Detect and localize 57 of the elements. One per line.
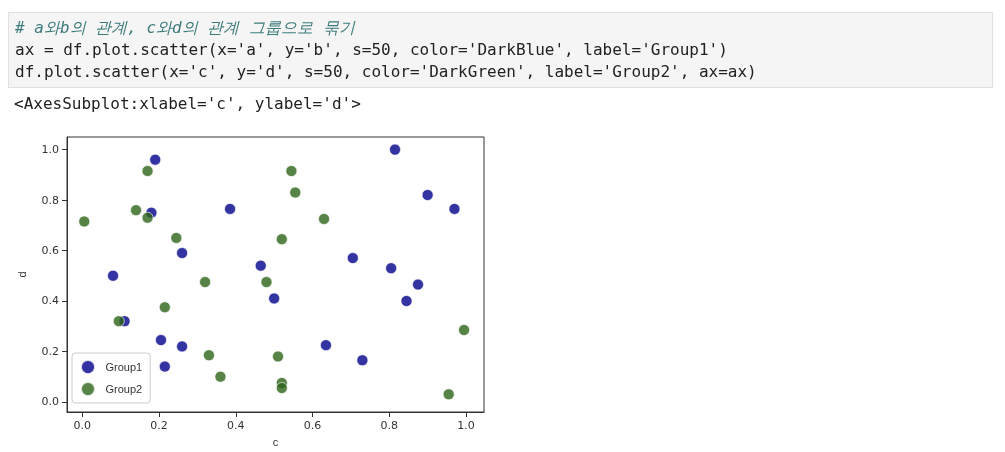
point xyxy=(203,349,215,362)
point xyxy=(176,340,188,353)
y-tick-label: 0.2 xyxy=(41,344,59,358)
x-tick-label: 0.8 xyxy=(380,419,398,432)
text: ax = df.plot.scatter(x='a', y='b', s=50, color='DarkBlue', label='Group1') xyxy=(15,39,729,61)
point xyxy=(149,153,162,166)
point xyxy=(176,247,188,259)
point xyxy=(268,292,281,305)
point xyxy=(112,315,125,328)
y-tick-label: 0.6 xyxy=(41,244,59,258)
point xyxy=(356,354,369,367)
point xyxy=(458,324,470,336)
point xyxy=(141,165,154,177)
legend-label: Group1 xyxy=(105,361,143,373)
point xyxy=(170,232,183,244)
y-tick-label: 0.0 xyxy=(41,395,59,409)
point xyxy=(254,259,267,272)
point xyxy=(199,276,211,288)
point xyxy=(285,165,298,177)
point xyxy=(448,203,461,215)
point xyxy=(107,269,119,282)
y-tick-label: 1.0 xyxy=(41,143,59,157)
point xyxy=(400,295,413,307)
point xyxy=(275,382,288,394)
y-tick-label: 0.8 xyxy=(41,193,59,207)
point xyxy=(320,339,332,352)
legend-label: Group2 xyxy=(105,383,143,395)
point xyxy=(158,360,171,373)
point xyxy=(155,334,167,346)
y-axis-title: d xyxy=(15,271,28,278)
text: # a와b의 관계, c와d의 관계 그룹으로 묶기 xyxy=(15,17,357,39)
point xyxy=(385,262,398,275)
point xyxy=(412,278,424,291)
x-tick-label: 0.2 xyxy=(150,419,168,432)
point xyxy=(78,215,91,228)
x-axis-title: c xyxy=(272,435,279,448)
text: <AxesSubplot:xlabel='c', ylabel='d'> xyxy=(14,94,361,113)
point xyxy=(318,213,330,225)
x-tick-label: 1.0 xyxy=(457,419,475,432)
point xyxy=(158,301,171,314)
point xyxy=(275,233,288,246)
point xyxy=(442,388,455,401)
point xyxy=(224,203,236,215)
text: df.plot.scatter(x='c', y='d', s=50, color='DarkGreen', label='Group2', ax=ax) xyxy=(15,61,758,83)
point xyxy=(272,350,284,363)
point xyxy=(214,370,227,383)
point xyxy=(130,204,142,217)
point xyxy=(141,211,154,224)
point xyxy=(260,276,273,288)
x-tick-label: 0.6 xyxy=(303,419,322,432)
point xyxy=(346,252,359,264)
x-tick-label: 0.4 xyxy=(227,419,245,432)
point xyxy=(421,189,434,201)
x-tick-label: 0.0 xyxy=(73,419,92,432)
point xyxy=(289,186,302,199)
point xyxy=(389,143,401,156)
y-tick-label: 0.4 xyxy=(41,294,59,308)
